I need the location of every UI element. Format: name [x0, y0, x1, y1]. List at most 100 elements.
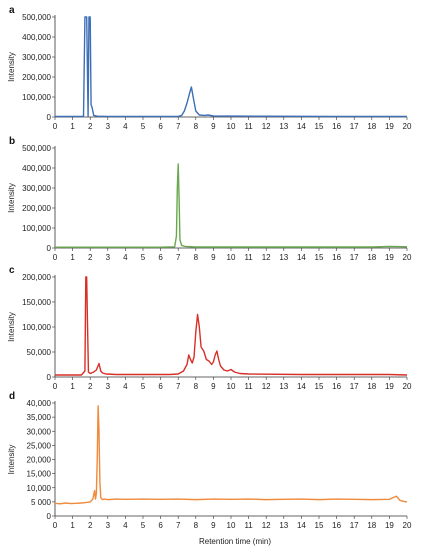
y-tick-label-a: 500,000 [22, 13, 51, 22]
y-tick-label-c: 150,000 [22, 298, 51, 307]
y-tick-label-b: 200,000 [22, 204, 51, 213]
x-tick-label-d: 3 [106, 521, 111, 530]
x-tick-label-b: 14 [297, 253, 306, 262]
x-tick-label-a: 4 [123, 122, 128, 131]
x-tick-label-a: 16 [332, 122, 341, 131]
x-tick-label-b: 11 [244, 253, 253, 262]
y-axis-title-d: Intensity [7, 445, 16, 475]
panel-label-c: c [9, 265, 15, 276]
x-tick-label-d: 1 [70, 521, 75, 530]
x-tick-label-d: 6 [158, 521, 163, 530]
y-axis-title-a: Intensity [7, 52, 16, 82]
x-tick-label-a: 3 [106, 122, 111, 131]
panel-b: b Intensity 0 100,000 200,000 300,000 400,000 5… [7, 136, 412, 262]
y-tick-label-c: 50,000 [27, 348, 52, 357]
y-tick-label-b: 0 [47, 244, 52, 253]
x-tick-label-a: 13 [279, 122, 288, 131]
x-tick-label-d: 4 [123, 521, 128, 530]
x-tick-label-c: 17 [350, 382, 359, 391]
y-tick-label-b: 300,000 [22, 184, 51, 193]
x-tick-label-a: 11 [244, 122, 253, 131]
series-line-a [55, 16, 407, 118]
x-tick-label-a: 5 [141, 122, 146, 131]
panel-a: a Intensity 0 100,000 200,000 300,000 400,000 5… [7, 5, 412, 131]
x-tick-label-d: 5 [141, 521, 146, 530]
x-tick-label-c: 13 [279, 382, 288, 391]
x-tick-label-b: 17 [350, 253, 359, 262]
x-tick-label-d: 13 [279, 521, 288, 530]
x-tick-label-b: 0 [53, 253, 58, 262]
x-tick-label-a: 8 [194, 122, 199, 131]
x-tick-label-d: 17 [350, 521, 359, 530]
x-tick-label-d: 11 [244, 521, 253, 530]
panel-c: c Intensity 0 50,000 100,000 150,000 200,000 0 1… [7, 265, 412, 391]
x-tick-label-b: 1 [70, 253, 75, 262]
x-tick-label-c: 10 [227, 382, 236, 391]
x-tick-label-c: 8 [194, 382, 199, 391]
x-tick-label-a: 14 [297, 122, 306, 131]
x-tick-label-a: 6 [158, 122, 163, 131]
x-tick-label-d: 9 [211, 521, 216, 530]
y-tick-label-a: 300,000 [22, 53, 51, 62]
x-tick-label-b: 20 [403, 253, 412, 262]
y-tick-label-d: 30,000 [27, 427, 52, 436]
y-tick-label-b: 100,000 [22, 224, 51, 233]
x-tick-label-a: 20 [403, 122, 412, 131]
x-tick-label-c: 2 [88, 382, 93, 391]
x-tick-label-a: 0 [53, 122, 58, 131]
x-tick-label-b: 18 [367, 253, 376, 262]
x-tick-label-c: 15 [315, 382, 324, 391]
x-tick-label-c: 20 [403, 382, 412, 391]
x-tick-label-a: 9 [211, 122, 216, 131]
x-tick-label-a: 1 [70, 122, 75, 131]
panel-d: d Intensity 0 5 000 10,000 15,000 20,000 25,000… [7, 391, 412, 530]
x-tick-label-d: 0 [53, 521, 58, 530]
y-tick-label-c: 200,000 [22, 273, 51, 282]
y-tick-label-d: 25,000 [27, 441, 52, 450]
x-tick-label-b: 5 [141, 253, 146, 262]
y-tick-label-a: 200,000 [22, 73, 51, 82]
x-tick-label-c: 9 [211, 382, 216, 391]
x-tick-label-b: 10 [227, 253, 236, 262]
x-tick-label-d: 16 [332, 521, 341, 530]
x-tick-label-d: 2 [88, 521, 93, 530]
x-tick-label-a: 12 [262, 122, 271, 131]
x-tick-label-c: 19 [385, 382, 394, 391]
x-tick-label-a: 17 [350, 122, 359, 131]
x-tick-label-b: 4 [123, 253, 128, 262]
x-tick-label-b: 3 [106, 253, 111, 262]
y-tick-label-c: 0 [47, 373, 52, 382]
panel-label-a: a [9, 5, 15, 16]
y-tick-label-a: 100,000 [22, 93, 51, 102]
x-tick-label-d: 14 [297, 521, 306, 530]
y-tick-label-d: 20,000 [27, 456, 52, 465]
x-tick-label-c: 4 [123, 382, 128, 391]
x-tick-label-a: 2 [88, 122, 93, 131]
series-line-c [55, 276, 408, 376]
x-tick-label-b: 19 [385, 253, 394, 262]
y-axis-title-c: Intensity [7, 312, 16, 342]
x-tick-label-c: 12 [262, 382, 271, 391]
x-tick-label-d: 10 [227, 521, 236, 530]
x-tick-label-b: 9 [211, 253, 216, 262]
y-tick-label-c: 100,000 [22, 323, 51, 332]
x-tick-label-d: 12 [262, 521, 271, 530]
y-axis-title-b: Intensity [7, 183, 16, 213]
x-tick-label-a: 19 [385, 122, 394, 131]
x-tick-label-d: 19 [385, 521, 394, 530]
x-tick-label-c: 5 [141, 382, 146, 391]
x-tick-label-c: 16 [332, 382, 341, 391]
x-tick-label-d: 7 [176, 521, 181, 530]
x-tick-label-b: 2 [88, 253, 93, 262]
x-tick-label-b: 6 [158, 253, 163, 262]
x-tick-label-b: 13 [279, 253, 288, 262]
panel-label-d: d [9, 391, 15, 402]
x-tick-label-a: 10 [227, 122, 236, 131]
y-tick-label-d: 40,000 [27, 399, 52, 408]
y-tick-label-b: 400,000 [22, 164, 51, 173]
x-tick-label-b: 15 [315, 253, 324, 262]
series-line-d [54, 405, 408, 505]
x-tick-label-c: 11 [244, 382, 253, 391]
x-tick-label-b: 12 [262, 253, 271, 262]
